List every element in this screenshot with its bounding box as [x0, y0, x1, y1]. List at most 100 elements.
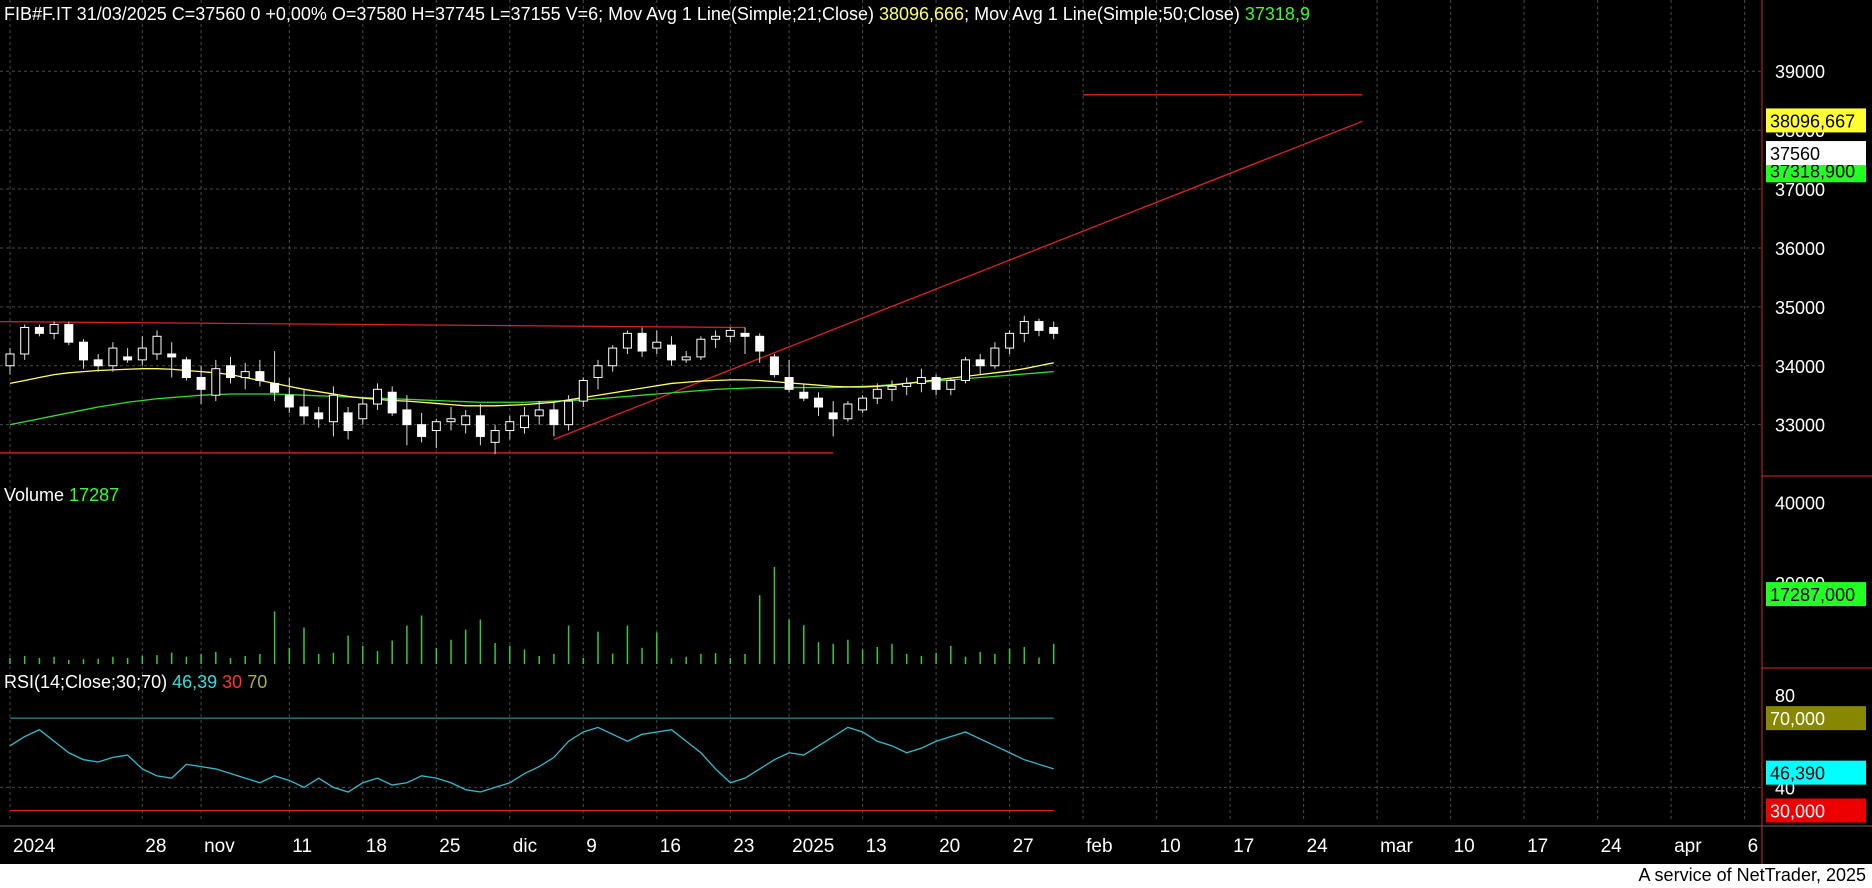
volume-header: Volume 17287 [4, 485, 119, 506]
ma21-label: Mov Avg 1 Line(Simple;21;Close) [603, 4, 879, 24]
ma21-value: 38096,666 [878, 4, 965, 24]
candle-body [725, 329, 735, 337]
price-tick-label: 39000 [1775, 62, 1825, 82]
time-tick-label: 27 [1013, 836, 1034, 857]
candle-body [1005, 332, 1015, 349]
candle-body [578, 379, 588, 402]
symbol-info: FIB#F.IT 31/03/2025 C=37560 0 +0,00% O=3… [4, 4, 604, 24]
rsi-30-label-box [1766, 798, 1866, 823]
rsi-70-label-box [1766, 706, 1866, 731]
candle-body [358, 403, 368, 420]
candle-body [299, 406, 309, 417]
time-tick-label: nov [204, 836, 235, 857]
time-tick-label: 28 [145, 836, 166, 857]
time-tick-label: 20 [939, 836, 960, 857]
candle-body [681, 356, 691, 361]
candle-body [49, 324, 59, 334]
candle-body [490, 430, 500, 443]
candle-body [652, 341, 662, 349]
candle-body [784, 377, 794, 390]
price-tick-label: 34000 [1775, 357, 1825, 377]
candle-body [902, 382, 912, 387]
last-price-axis-label-box [1766, 141, 1866, 166]
rsi-line [9, 726, 1054, 793]
rsi-label: RSI(14;Close;30;70) [4, 672, 173, 692]
volume-axis-label: 17287,000 [1770, 585, 1855, 605]
time-tick-label: 25 [439, 836, 460, 857]
candle-body [34, 326, 44, 334]
rsi-last-label: 46,390 [1770, 764, 1825, 784]
trend-line [0, 320, 746, 329]
time-tick-label: 10 [1454, 836, 1475, 857]
rsi-low: 30 [222, 672, 243, 692]
candle-body [769, 356, 779, 376]
footer-band [0, 864, 1872, 888]
rsi-last-label-box [1766, 760, 1866, 785]
price-tick-label: 36000 [1775, 239, 1825, 259]
candle-body [696, 338, 706, 358]
candle-body [608, 347, 618, 367]
rsi-70-label: 70,000 [1770, 709, 1825, 729]
candle-body [387, 391, 397, 414]
candle-body [534, 409, 544, 417]
candle-body [328, 394, 338, 423]
candle-body [343, 412, 353, 432]
price-tick-label: 37000 [1775, 180, 1825, 200]
time-tick-label: 16 [660, 836, 681, 857]
candle-body [123, 356, 133, 361]
ma21-axis-label: 38096,667 [1770, 111, 1855, 131]
time-tick-label: 11 [292, 836, 312, 857]
time-tick-label: 2024 [13, 836, 56, 857]
candle-body [667, 344, 676, 361]
ma21-axis-label-box [1766, 108, 1866, 133]
rsi-header: RSI(14;Close;30;70) 46,39 30 70 [4, 672, 267, 693]
rsi-tick-label: 80 [1775, 686, 1795, 706]
candle-body [181, 359, 191, 379]
candle-body [549, 409, 559, 426]
candle-body [828, 412, 838, 420]
candle-body [226, 365, 235, 379]
volume-value: 17287 [69, 485, 120, 505]
time-tick-label: 10 [1160, 836, 1181, 857]
candle-body [373, 388, 382, 405]
candle-body [990, 347, 1000, 367]
candle-body [505, 421, 515, 432]
candle-body [931, 377, 941, 390]
time-tick-label: 17 [1233, 836, 1254, 857]
time-tick-label: dic [513, 836, 537, 857]
candle-body [1034, 321, 1044, 331]
candle-body [284, 394, 294, 408]
candle-body [1019, 321, 1029, 334]
trend-line [553, 120, 1363, 440]
candle-body [740, 332, 750, 337]
candle-body [240, 371, 250, 379]
candle-body [431, 421, 441, 432]
candle-body [461, 415, 471, 426]
ma50-axis-label: 37318,900 [1770, 161, 1855, 181]
candle-body [858, 397, 868, 411]
time-tick-label: 18 [366, 836, 387, 857]
rsi-value: 46,39 [172, 672, 218, 692]
candle-body [755, 335, 765, 352]
candle-body [314, 412, 324, 420]
candle-body [211, 368, 221, 396]
candle-body [916, 377, 926, 384]
candle-body [872, 388, 882, 399]
candle-body [593, 365, 603, 379]
candle-body [520, 415, 529, 429]
candle-body [622, 332, 632, 349]
time-tick-label: 17 [1527, 836, 1548, 857]
candle-body [270, 382, 280, 393]
candle-body [167, 353, 177, 358]
candle-body [152, 335, 162, 355]
candle-body [799, 391, 809, 399]
candle-body [564, 400, 574, 426]
rsi-30-label: 30,000 [1770, 801, 1825, 821]
candle-body [64, 324, 74, 343]
candle-body [946, 379, 956, 390]
time-tick-label: 2025 [792, 836, 834, 857]
candle-body [814, 397, 823, 408]
candle-body [417, 424, 427, 437]
last-price-axis-label: 37560 [1770, 144, 1820, 164]
